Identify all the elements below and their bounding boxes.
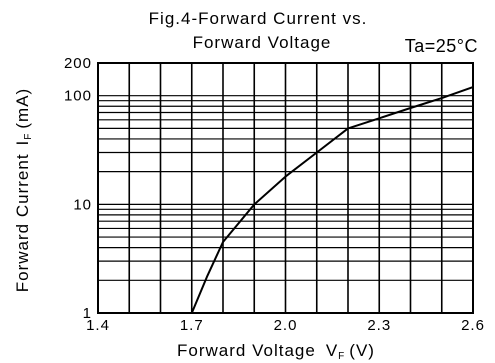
y-axis-label-subscript: F [23,133,34,140]
y-axis-label-unit: (mA) [13,88,32,129]
y-axis-label: Forward Current IF (mA) [13,88,34,292]
series-layer [190,86,474,314]
y-tick-label: 200 [64,55,92,72]
x-axis-label: Forward Voltage VF (V) [177,341,375,362]
x-tick-label: 1.4 [86,317,110,334]
y-tick-label: 1 [83,305,92,322]
x-axis-label-subscript: F [338,351,345,362]
plot-frame [97,62,474,314]
series-line-0 [190,86,474,314]
y-tick-label: 10 [73,196,92,213]
condition-label: Ta=25°C [405,36,478,56]
tick-labels: 1.4 1.7 2.0 2.3 2.6 1 10 100 200 [64,55,485,334]
y-axis-label-name: Forward Current [13,153,32,292]
y-axis-label-symbol: I [13,140,32,146]
x-tick-label: 1.7 [180,317,204,334]
chart-title-line2: Forward Voltage [193,33,332,52]
grid [98,62,474,313]
x-axis-label-symbol: V [326,341,338,360]
x-tick-label: 2.0 [274,317,298,334]
x-axis-label-unit: (V) [349,341,375,360]
x-tick-label: 2.3 [367,317,391,334]
x-tick-label: 2.6 [461,317,485,334]
y-tick-label: 100 [64,88,92,105]
chart-title-line1: Fig.4-Forward Current vs. [149,9,368,28]
x-axis-label-name: Forward Voltage [177,341,316,360]
